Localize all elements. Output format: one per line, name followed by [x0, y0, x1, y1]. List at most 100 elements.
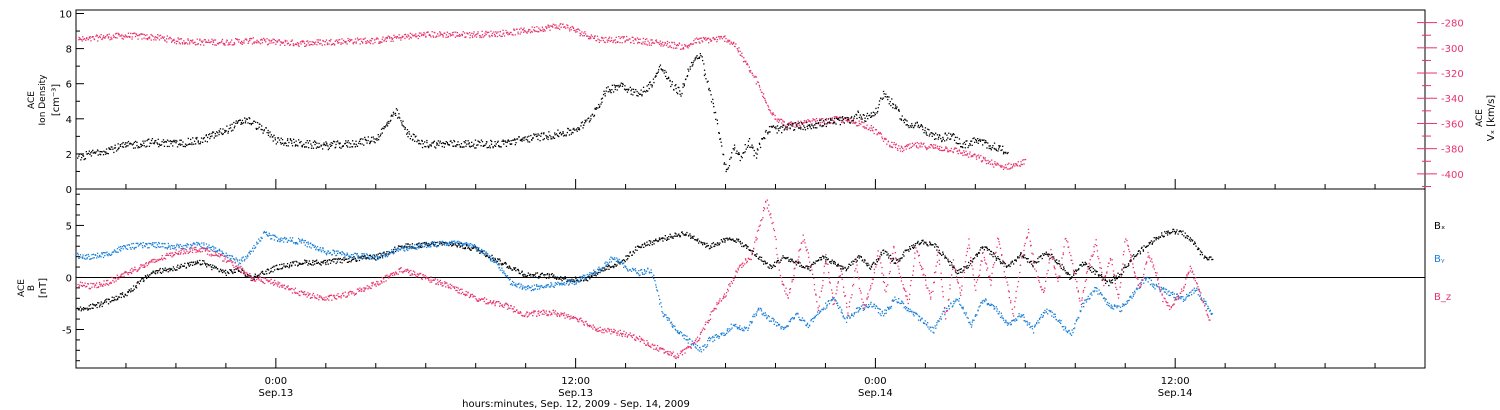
data-point-Bx: [204, 262, 206, 264]
data-point-By: [518, 283, 520, 285]
data-point-Bx: [413, 247, 416, 249]
data-point-Bx: [880, 254, 883, 256]
data-point-vx: [423, 31, 425, 34]
data-point-By: [210, 246, 212, 248]
data-point-vx: [396, 36, 399, 38]
data-point-vx: [984, 157, 986, 159]
data-point-density: [621, 82, 624, 85]
data-point-Bx: [543, 274, 546, 276]
data-point-density: [137, 146, 140, 148]
data-point-Bx: [300, 263, 302, 265]
data-point-density: [758, 142, 761, 144]
data-point-density: [244, 122, 247, 124]
data-point-By: [259, 240, 262, 242]
data-point-density: [755, 152, 757, 154]
data-point-density: [533, 133, 535, 135]
data-point-By: [84, 258, 86, 260]
data-point-density: [166, 139, 169, 141]
data-point-Bx: [543, 274, 545, 276]
data-point-Bx: [360, 256, 362, 258]
data-point-Bx: [939, 253, 942, 255]
data-point-density: [397, 117, 399, 119]
data-point-By: [550, 285, 552, 287]
data-point-vx: [267, 44, 269, 46]
data-point-By: [87, 253, 89, 256]
data-point-vx: [701, 40, 703, 42]
data-point-Bx: [215, 266, 217, 268]
data-point-Bx: [160, 272, 163, 274]
data-point-By: [551, 283, 553, 285]
data-point-vx: [206, 41, 208, 43]
data-point-vx: [833, 120, 835, 122]
data-point-Bx: [451, 245, 453, 247]
data-point-By: [430, 243, 432, 245]
bottom-panel-frame: [75, 188, 1426, 369]
data-point-Bx: [911, 245, 913, 247]
data-point-vx: [389, 37, 391, 39]
data-point-density: [247, 122, 249, 124]
data-point-By: [417, 246, 419, 248]
data-point-vx: [501, 35, 503, 37]
data-point-vx: [1005, 166, 1007, 169]
data-point-density: [355, 140, 357, 142]
data-point-By: [246, 257, 248, 259]
data-point-density: [913, 125, 916, 127]
data-point-vx: [166, 38, 168, 40]
data-point-vx: [484, 35, 486, 37]
data-point-Bx: [344, 258, 346, 260]
data-point-density: [513, 139, 515, 141]
data-point-Bx: [807, 266, 809, 268]
data-point-density: [417, 139, 419, 141]
data-point-vx: [207, 41, 209, 43]
data-point-density: [847, 117, 850, 119]
data-point-density: [175, 142, 177, 144]
data-point-vx: [451, 32, 454, 34]
data-point-density: [467, 140, 469, 142]
data-point-vx: [314, 43, 316, 45]
data-point-Bx: [180, 263, 182, 266]
data-point-Bx: [926, 243, 928, 246]
data-point-Bx: [149, 274, 151, 276]
data-point-density: [462, 146, 464, 148]
data-point-Bx: [169, 270, 171, 272]
data-point-By: [304, 239, 306, 242]
data-point-Bx: [150, 272, 153, 274]
data-point-density: [445, 141, 447, 143]
data-point-density: [839, 117, 841, 119]
data-point-vx: [639, 38, 641, 40]
data-point-Bx: [790, 258, 792, 260]
data-point-Bx: [1075, 270, 1077, 272]
data-point-By: [511, 283, 513, 285]
data-point-Bx: [326, 259, 329, 262]
data-point-By: [237, 264, 240, 266]
data-point-Bx: [865, 262, 867, 264]
data-point-Bx: [739, 240, 741, 243]
data-point-Bx: [812, 263, 814, 265]
data-point-density: [928, 129, 930, 131]
data-point-By: [208, 247, 210, 249]
data-point-density: [442, 142, 444, 144]
data-point-vx: [646, 38, 648, 40]
data-point-By: [475, 246, 477, 248]
data-point-By: [186, 243, 188, 245]
data-point-Bx: [646, 244, 648, 246]
data-point-By: [476, 248, 479, 250]
data-point-Bx: [647, 243, 649, 246]
data-point-density: [93, 151, 95, 153]
data-point-By: [540, 285, 542, 287]
data-point-Bx: [238, 270, 240, 272]
data-point-vx: [936, 145, 939, 147]
data-point-Bx: [797, 262, 799, 264]
data-point-vx: [445, 34, 448, 36]
data-point-density: [400, 120, 402, 122]
data-point-vx: [533, 26, 536, 29]
data-point-density: [709, 90, 711, 92]
data-point-Bx: [1145, 246, 1147, 248]
data-point-Bx: [777, 259, 779, 262]
data-point-vx: [632, 40, 634, 42]
data-point-Bx: [819, 257, 821, 259]
data-point-By: [124, 245, 126, 247]
data-point-vx: [934, 147, 936, 149]
data-point-vx: [1020, 161, 1022, 163]
data-point-vx: [841, 121, 843, 124]
